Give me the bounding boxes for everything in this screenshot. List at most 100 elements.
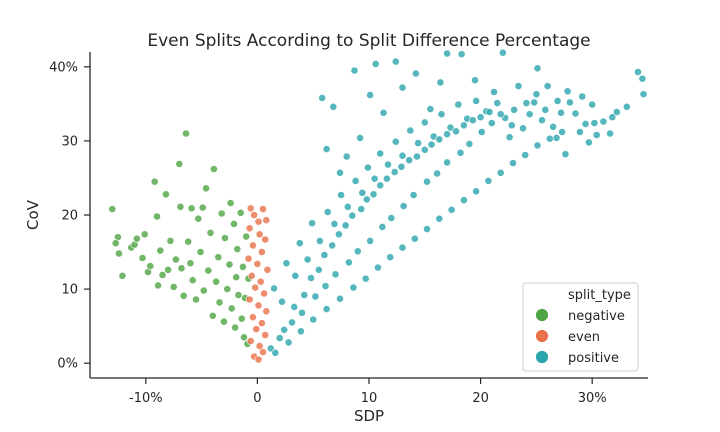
point-positive — [379, 108, 388, 117]
point-positive — [519, 124, 527, 133]
point-positive — [496, 168, 505, 177]
point-positive — [490, 88, 498, 96]
point-positive — [561, 150, 570, 159]
point-negative — [146, 262, 155, 270]
point-even — [259, 205, 267, 213]
point-positive — [371, 60, 380, 68]
point-positive — [476, 113, 485, 122]
point-positive — [399, 202, 408, 210]
point-negative — [138, 254, 147, 262]
point-positive — [353, 247, 362, 256]
point-negative — [176, 202, 185, 211]
point-positive — [608, 113, 617, 122]
point-positive — [398, 151, 407, 160]
point-positive — [406, 126, 415, 135]
point-positive — [525, 110, 534, 119]
point-positive — [298, 308, 306, 317]
point-negative — [158, 271, 167, 279]
point-even — [261, 331, 270, 339]
point-positive — [376, 149, 385, 158]
point-positive — [493, 99, 502, 107]
legend-entry-even: even — [535, 329, 600, 345]
point-negative — [227, 304, 236, 313]
point-positive — [344, 258, 353, 267]
series-negative — [108, 129, 253, 348]
point-even — [260, 289, 268, 298]
point-positive — [411, 69, 420, 78]
point-positive — [275, 334, 284, 342]
legend: split_type negative even positive — [522, 282, 639, 372]
point-positive — [350, 66, 359, 75]
point-positive — [447, 205, 456, 214]
point-positive — [553, 97, 562, 105]
point-positive — [330, 219, 339, 228]
point-even — [262, 307, 271, 316]
point-even — [256, 277, 265, 286]
point-positive — [314, 265, 323, 274]
point-positive — [405, 156, 414, 165]
point-positive — [433, 169, 441, 178]
point-positive — [543, 82, 552, 90]
point-positive — [426, 105, 435, 113]
point-negative — [202, 184, 210, 193]
point-positive — [376, 181, 385, 190]
point-even — [248, 313, 257, 322]
point-positive — [443, 49, 451, 58]
point-positive — [369, 190, 378, 199]
point-positive — [459, 196, 468, 205]
point-negative — [154, 281, 162, 290]
point-negative — [219, 317, 228, 326]
point-positive — [545, 134, 554, 143]
point-even — [245, 224, 254, 233]
point-positive — [334, 230, 343, 239]
point-positive — [505, 133, 514, 142]
legend-marker — [535, 308, 549, 322]
point-even — [261, 235, 270, 244]
point-positive — [465, 139, 474, 148]
point-positive — [585, 138, 593, 147]
legend-label: negative — [568, 309, 625, 324]
point-negative — [208, 311, 217, 320]
point-positive — [309, 315, 318, 324]
point-negative — [177, 264, 186, 273]
point-positive — [485, 108, 494, 116]
x-tick-label: 30% — [578, 391, 607, 406]
point-negative — [186, 259, 195, 268]
chart-title: Even Splits According to Split Differenc… — [147, 31, 590, 51]
point-positive — [358, 188, 367, 197]
point-negative — [156, 246, 165, 255]
legend-box — [522, 282, 639, 372]
point-negative — [150, 177, 159, 186]
point-negative — [226, 199, 235, 207]
legend-marker — [535, 350, 549, 364]
point-positive — [590, 119, 599, 127]
point-negative — [199, 286, 208, 295]
point-positive — [557, 108, 565, 117]
point-positive — [410, 234, 419, 243]
point-negative — [206, 228, 215, 237]
point-positive — [423, 177, 431, 186]
point-negative — [223, 285, 232, 293]
point-even — [257, 319, 266, 328]
point-positive — [384, 160, 392, 169]
point-even — [259, 348, 267, 356]
point-negative — [111, 239, 120, 248]
point-positive — [563, 87, 572, 96]
point-even — [255, 230, 264, 239]
point-positive — [315, 236, 324, 245]
point-positive — [522, 99, 531, 107]
point-negative — [175, 159, 184, 168]
point-positive — [521, 151, 530, 159]
point-positive — [336, 294, 344, 303]
point-positive — [409, 191, 418, 199]
point-positive — [514, 82, 523, 90]
point-positive — [343, 202, 352, 211]
point-negative — [215, 298, 224, 307]
point-positive — [420, 145, 429, 154]
x-tick-label: 0 — [253, 391, 261, 406]
point-even — [263, 265, 272, 274]
point-positive — [588, 100, 597, 109]
point-positive — [397, 162, 406, 171]
series-positive — [266, 48, 648, 357]
point-positive — [288, 318, 296, 327]
